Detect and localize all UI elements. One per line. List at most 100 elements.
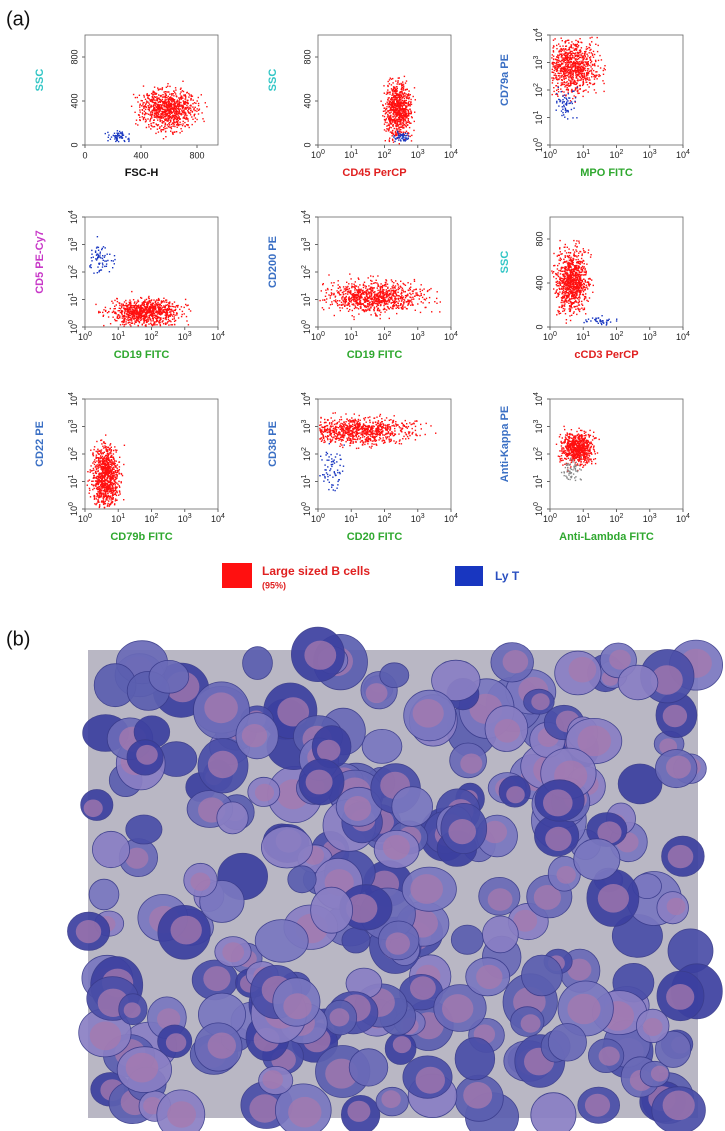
dot <box>174 314 176 316</box>
dot <box>587 74 589 76</box>
dot <box>345 295 347 298</box>
dot <box>402 93 404 96</box>
dot <box>155 315 157 317</box>
dot <box>373 287 375 289</box>
dot <box>404 131 407 134</box>
dot <box>551 57 553 59</box>
dot <box>397 120 399 123</box>
dot <box>162 94 164 96</box>
dot <box>162 138 165 140</box>
dot <box>583 89 585 92</box>
dot <box>553 90 555 93</box>
dot <box>381 290 384 292</box>
dot <box>151 125 153 127</box>
dot <box>387 293 389 296</box>
dot <box>187 99 189 102</box>
dot <box>558 72 561 75</box>
dot <box>183 110 185 112</box>
dot <box>123 139 125 142</box>
dot <box>118 134 121 137</box>
dot <box>402 104 404 107</box>
dot <box>386 125 388 127</box>
dot <box>385 283 387 286</box>
dot <box>165 118 167 121</box>
dot <box>173 107 175 110</box>
dot <box>400 303 402 305</box>
dot <box>395 307 397 309</box>
tick-base: 10 <box>178 332 188 342</box>
dot <box>573 81 575 83</box>
dot <box>382 104 384 107</box>
dot <box>559 63 561 66</box>
dot <box>560 47 562 50</box>
dot <box>176 101 178 104</box>
dot <box>398 287 401 290</box>
dot <box>603 90 605 93</box>
dot <box>398 102 400 105</box>
dot <box>134 313 137 315</box>
dot <box>399 114 402 116</box>
dot <box>178 104 181 106</box>
dot <box>170 106 173 108</box>
dot <box>568 85 570 87</box>
dot <box>169 121 172 123</box>
dot <box>557 64 559 67</box>
tick-exponent: 4 <box>301 210 308 214</box>
dot <box>160 104 163 106</box>
dot <box>393 302 396 305</box>
dot <box>196 108 198 110</box>
dot <box>563 97 566 99</box>
dot <box>572 274 574 277</box>
dot <box>410 296 412 299</box>
dot <box>583 52 585 55</box>
dot <box>398 83 401 85</box>
dot <box>558 98 560 101</box>
dot <box>136 318 139 320</box>
dot <box>150 304 153 306</box>
dot <box>425 297 428 300</box>
tick-base: 10 <box>534 32 544 42</box>
dot <box>564 250 566 252</box>
dot <box>166 110 168 112</box>
dot <box>342 303 344 305</box>
dot <box>170 97 173 99</box>
dot <box>197 96 199 99</box>
dot <box>585 50 587 53</box>
tick-base: 10 <box>344 332 354 342</box>
dot <box>129 308 131 311</box>
dot <box>171 318 174 320</box>
dot <box>364 305 366 307</box>
dot <box>396 129 398 131</box>
dot <box>173 100 175 102</box>
dot <box>173 90 175 92</box>
dot <box>121 133 123 135</box>
dot <box>583 66 585 69</box>
dot <box>167 304 169 306</box>
tick-base: 10 <box>302 296 312 306</box>
y-tick-label: 100 <box>301 320 313 334</box>
tick-base: 10 <box>534 59 544 69</box>
dot <box>400 112 402 115</box>
dot <box>397 297 399 300</box>
dot <box>376 315 378 317</box>
dot <box>365 300 368 302</box>
dot <box>380 304 382 306</box>
dot <box>198 109 200 111</box>
dot <box>573 70 575 72</box>
dot <box>575 45 577 48</box>
y-tick-label: 800 <box>302 49 312 64</box>
dot <box>364 301 366 303</box>
dot <box>563 70 566 72</box>
dot <box>397 93 399 95</box>
dot <box>128 312 131 314</box>
dot <box>567 63 570 65</box>
dot <box>401 115 403 118</box>
dot <box>560 76 563 78</box>
dot <box>116 130 119 132</box>
dot <box>567 111 569 113</box>
dot <box>400 291 403 293</box>
dot <box>149 112 152 114</box>
dot <box>582 62 584 64</box>
dot <box>117 135 119 137</box>
dot <box>563 274 565 277</box>
